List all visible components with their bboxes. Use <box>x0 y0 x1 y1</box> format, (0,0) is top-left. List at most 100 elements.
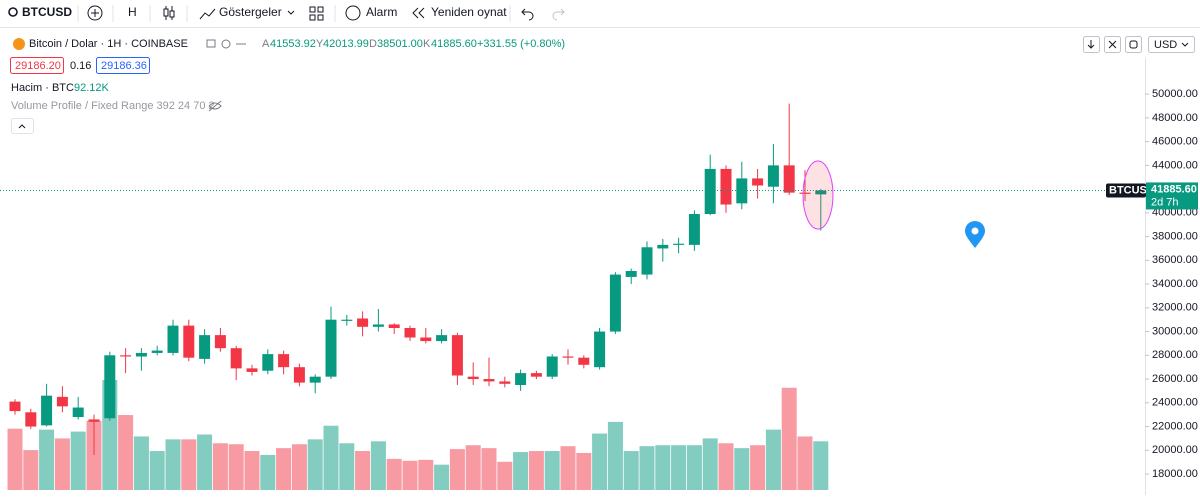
volume-bar <box>781 387 797 490</box>
replay-icon[interactable] <box>412 7 425 19</box>
volume-bar <box>402 460 418 490</box>
legend-buttons[interactable] <box>206 39 246 49</box>
countdown: 2d 7h <box>1151 196 1179 208</box>
candle-body <box>309 376 321 383</box>
y-tick-label: 40000.00 <box>1152 207 1198 219</box>
volume-bar <box>181 439 197 490</box>
candle-body <box>467 376 479 380</box>
y-tick-label: 22000.00 <box>1152 420 1198 432</box>
ask-box[interactable] <box>96 57 150 74</box>
y-tick-label: 50000.00 <box>1152 88 1198 100</box>
separators <box>77 5 511 22</box>
candle-body <box>436 335 448 342</box>
map-pin-dot <box>971 227 979 235</box>
candle-body <box>293 367 305 383</box>
bid[interactable]: 29186.20 <box>15 60 61 72</box>
volume-bar <box>560 446 576 490</box>
alarm-icon[interactable] <box>345 5 361 21</box>
volume-bar <box>765 429 781 490</box>
y-tick-label: 26000.00 <box>1152 373 1198 385</box>
volume-bar <box>465 445 481 490</box>
volume-bar <box>576 452 592 490</box>
hide-icon[interactable] <box>208 100 222 112</box>
candle-body <box>657 244 669 249</box>
volume-bar <box>418 459 434 490</box>
l-key: D <box>369 38 377 50</box>
currency[interactable]: USD <box>1154 39 1177 51</box>
highlight-ellipse[interactable] <box>802 160 834 230</box>
volume-bar <box>339 443 355 490</box>
volume-bar <box>386 458 402 490</box>
volume-bar <box>655 445 671 490</box>
candle-body <box>262 354 274 371</box>
search-icon[interactable] <box>8 7 18 17</box>
candle-body <box>815 190 827 195</box>
candle-body <box>720 168 732 205</box>
candle-body <box>372 324 384 327</box>
volume-bar <box>244 451 260 490</box>
add-icon[interactable] <box>87 5 103 21</box>
volume-bar <box>813 441 829 490</box>
candle-body <box>388 324 400 328</box>
bid-box[interactable] <box>10 57 64 74</box>
volume-bar <box>228 444 244 490</box>
candle-body <box>135 352 147 357</box>
candle-body <box>578 357 590 365</box>
volume-bar <box>623 451 639 490</box>
o-key: A <box>262 38 270 50</box>
candle-icon-body <box>169 10 175 18</box>
volume-bar <box>750 445 766 490</box>
price-badge-text: 41885.60 <box>1151 183 1197 195</box>
y-tick-label: 18000.00 <box>1152 468 1198 480</box>
price-badge <box>1146 182 1198 210</box>
candle-body <box>230 348 242 369</box>
currency-dropdown <box>1181 42 1189 47</box>
y-tick-label: 28000.00 <box>1152 349 1198 361</box>
candle-body <box>167 325 179 353</box>
candle-body <box>199 335 211 359</box>
candle-body <box>25 412 37 427</box>
undo[interactable] <box>521 8 534 21</box>
volume-bar <box>434 464 450 490</box>
candle-body <box>704 168 716 215</box>
y-tick-label: 46000.00 <box>1152 136 1198 148</box>
replay[interactable]: Yeniden oynat <box>431 5 507 19</box>
volume-bar <box>212 443 228 490</box>
candle-body <box>799 192 811 194</box>
dropdown[interactable] <box>287 10 295 15</box>
indicators[interactable]: Göstergeler <box>219 5 282 19</box>
volume-bar <box>639 446 655 490</box>
volume-bar <box>86 420 102 490</box>
layouts-icon[interactable] <box>309 6 324 21</box>
volume-bar <box>528 451 544 490</box>
collapse-icon <box>18 124 26 129</box>
candle-body <box>9 401 21 412</box>
volume-bar <box>323 425 339 490</box>
volume-bar <box>7 428 23 490</box>
h-value: 42013.99 <box>323 38 369 50</box>
axis-labels: 18000.00 20000.00 22000.00 24000.00 26000.00… <box>1106 88 1198 480</box>
volume-bar <box>607 421 623 490</box>
alert[interactable]: Alarm <box>366 5 397 19</box>
volume-profile: Volume Profile / Fixed Range 392 24 70 2 <box>11 100 215 112</box>
legend-title[interactable]: Bitcoin / Dolar · 1H · COINBASE <box>29 38 188 50</box>
volume-bar <box>39 429 55 490</box>
candle-body <box>783 165 795 193</box>
top-right-buttons[interactable] <box>1083 36 1195 53</box>
y-tick-label: 24000.00 <box>1152 397 1198 409</box>
candle-body <box>120 355 132 357</box>
indicators-icon[interactable] <box>199 8 216 20</box>
volume-bar <box>70 431 86 490</box>
ask[interactable]: 29186.36 <box>101 60 147 72</box>
y-tick-label: 32000.00 <box>1152 302 1198 314</box>
candle-body <box>41 395 53 426</box>
y-tick-label: 44000.00 <box>1152 159 1198 171</box>
redo[interactable] <box>552 8 565 21</box>
candle-body <box>278 354 290 368</box>
interval[interactable]: H <box>128 5 137 19</box>
candle-body <box>183 325 195 358</box>
volume-bar <box>23 450 39 490</box>
symbol[interactable]: BTCUSD <box>22 5 72 19</box>
volume-bar <box>481 448 497 490</box>
candle-body <box>688 214 700 245</box>
